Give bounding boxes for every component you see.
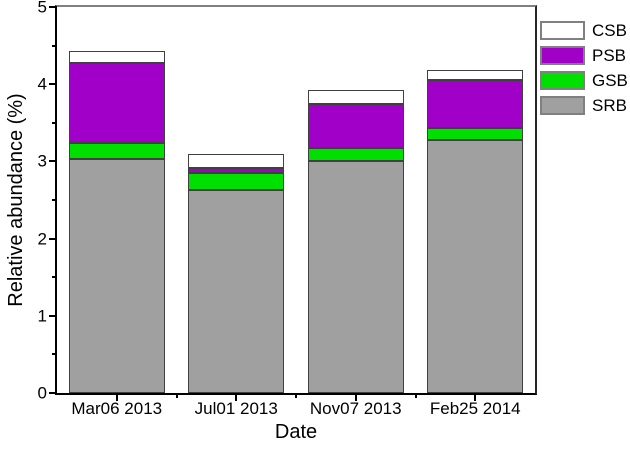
bar-segment-srb-4: [427, 139, 524, 393]
legend-swatch-gsb: [540, 71, 585, 90]
y-major-tick-4: [49, 83, 57, 86]
y-minor-tick-2.5: [52, 199, 57, 201]
bar-segment-gsb-2: [188, 173, 285, 190]
bar-segment-csb-2: [188, 154, 285, 168]
bar-segment-psb-1: [68, 62, 165, 143]
y-minor-tick-4.5: [52, 44, 57, 47]
bar-segment-gsb-3: [307, 147, 404, 162]
bar-segment-gsb-4: [427, 128, 524, 140]
legend-item-gsb: GSB: [540, 71, 628, 90]
bar-segment-psb-2: [188, 167, 285, 173]
y-major-tick-3: [49, 160, 57, 163]
y-axis-title: Relative abundance (%): [5, 93, 27, 307]
y-minor-tick-0.5: [52, 353, 57, 356]
legend-swatch-psb: [540, 46, 585, 65]
bar-segment-gsb-1: [68, 142, 165, 160]
bar-segment-psb-3: [307, 103, 404, 148]
y-tick-label-3: 3: [37, 151, 47, 171]
bar-segment-srb-1: [68, 159, 165, 393]
legend-item-srb: SRB: [540, 96, 628, 115]
x-minor-tick-3: [414, 393, 417, 398]
plot-area: [55, 5, 537, 395]
legend-item-psb: PSB: [540, 46, 628, 65]
bar-segment-srb-2: [188, 189, 285, 393]
legend-item-csb: CSB: [540, 21, 628, 40]
y-major-tick-5: [49, 6, 57, 8]
y-tick-label-0: 0: [37, 383, 47, 403]
bar-segment-csb-1: [68, 51, 165, 63]
x-major-tick-4: [474, 393, 477, 401]
legend-label-srb: SRB: [592, 96, 627, 115]
bar-segment-csb-4: [427, 70, 524, 81]
legend-label-gsb: GSB: [592, 71, 628, 90]
bar-segment-srb-3: [307, 161, 404, 393]
x-major-tick-2: [235, 393, 238, 401]
legend-swatch-srb: [540, 96, 585, 115]
x-tick-label-2: Jul01 2013: [194, 399, 278, 418]
y-tick-label-1: 1: [37, 306, 47, 326]
x-minor-tick-1: [175, 393, 178, 398]
x-tick-label-4: Feb25 2014: [429, 399, 521, 418]
y-tick-label-2: 2: [37, 229, 47, 249]
y-minor-tick-1.5: [52, 276, 57, 279]
bar-segment-csb-3: [307, 89, 404, 104]
x-minor-tick-2: [295, 393, 297, 398]
legend-label-psb: PSB: [592, 46, 627, 65]
y-major-tick-2: [49, 237, 57, 240]
y-tick-label-4: 4: [37, 74, 47, 94]
legend-swatch-csb: [540, 21, 585, 40]
x-tick-label-3: Nov07 2013: [309, 399, 402, 418]
y-major-tick-0: [49, 392, 57, 394]
x-major-tick-1: [115, 393, 118, 401]
bar-segment-psb-4: [427, 80, 524, 129]
x-tick-label-1: Mar06 2013: [71, 399, 163, 418]
x-axis-title: Date: [274, 421, 318, 443]
y-minor-tick-3.5: [52, 121, 57, 124]
y-major-tick-1: [49, 314, 57, 317]
y-tick-label-5: 5: [37, 0, 47, 17]
legend: CSB PSB GSB SRB: [540, 21, 628, 115]
x-major-tick-3: [354, 393, 357, 401]
legend-label-csb: CSB: [592, 21, 627, 40]
